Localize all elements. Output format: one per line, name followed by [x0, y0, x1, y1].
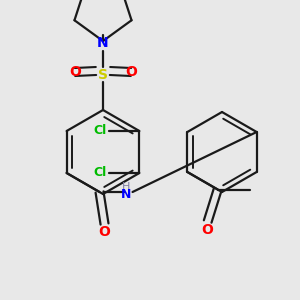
Text: O: O	[125, 65, 137, 79]
Text: N: N	[97, 36, 109, 50]
Text: Cl: Cl	[93, 124, 106, 137]
Text: O: O	[202, 223, 214, 236]
Text: S: S	[98, 68, 108, 82]
Text: O: O	[69, 65, 81, 79]
Text: H: H	[122, 182, 131, 192]
Text: Cl: Cl	[93, 167, 106, 179]
Text: O: O	[99, 225, 110, 239]
Text: N: N	[121, 188, 132, 202]
